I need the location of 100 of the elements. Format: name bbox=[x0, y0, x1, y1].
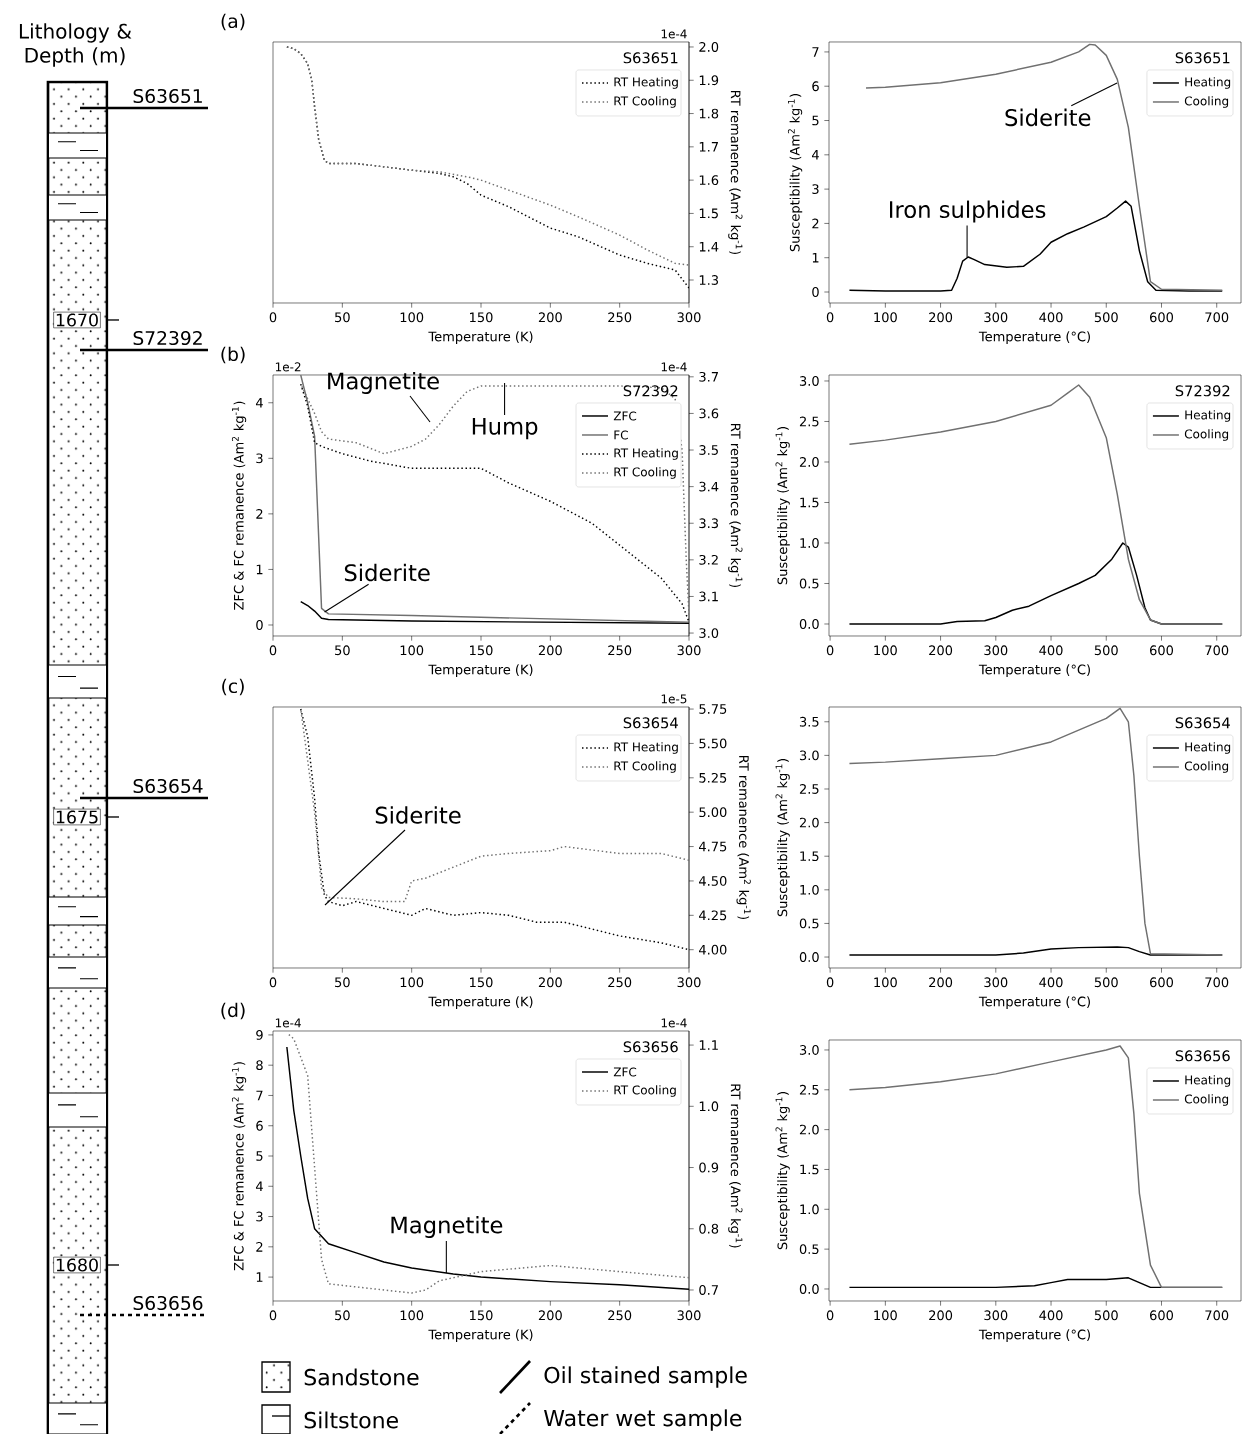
y-axis-title: Susceptibility (Am$^{2}$ kg$^{-1}$) bbox=[775, 1092, 790, 1250]
x-tick-label: 300 bbox=[677, 1310, 701, 1321]
x-axis-title: Temperature (K) bbox=[428, 996, 533, 1009]
y-axis-title: Susceptibility (Am$^{2}$ kg$^{-1}$) bbox=[775, 759, 790, 917]
y-tick-label: 7 bbox=[256, 1090, 263, 1101]
x-tick-label: 200 bbox=[538, 977, 562, 988]
y-tick-label: 2.0 bbox=[799, 1124, 819, 1135]
x-tick-label: 500 bbox=[1094, 977, 1118, 988]
y2-tick-label: 3.2 bbox=[699, 554, 718, 565]
y2-axis-title: RT remanence (Am$^{2}$ kg$^{-1}$) bbox=[728, 91, 743, 255]
y-tick-label: 5 bbox=[812, 115, 819, 126]
x-tick-label: 200 bbox=[538, 312, 562, 323]
y-tick-label: 1.0 bbox=[800, 538, 819, 548]
y2-tick-label: 2.0 bbox=[699, 42, 719, 52]
y2-tick-label: 4.25 bbox=[699, 910, 727, 921]
y2-tick-label: 4.75 bbox=[699, 841, 727, 852]
text: Siltstone bbox=[304, 1411, 398, 1429]
y-tick-label: 0.0 bbox=[799, 619, 819, 629]
legend-label: Heating bbox=[1185, 77, 1231, 89]
legend-label: Cooling bbox=[1184, 761, 1229, 773]
x-axis-title: Temperature (°C) bbox=[978, 331, 1090, 344]
y-tick-label: 4 bbox=[255, 398, 263, 408]
y2-tick-label: 5.75 bbox=[699, 704, 727, 714]
x-tick-label: 400 bbox=[1039, 645, 1063, 656]
x-tick-label: 100 bbox=[400, 312, 424, 323]
x-axis-title: Temperature (K) bbox=[428, 664, 533, 677]
x-tick-label: 100 bbox=[400, 1310, 424, 1321]
annotation: Magnetite bbox=[391, 1216, 503, 1238]
y2-axis-title: RT remanence (Am$^{2}$ kg$^{-1}$) bbox=[736, 756, 751, 920]
x-tick-label: 600 bbox=[1149, 645, 1174, 656]
y-tick-label: 0.0 bbox=[799, 952, 819, 962]
x-tick-label: 200 bbox=[929, 645, 953, 656]
legend-label: RT Cooling bbox=[614, 761, 676, 773]
x-tick-label: 300 bbox=[984, 1310, 1008, 1321]
x-axis-title: Temperature (°C) bbox=[978, 996, 1090, 1009]
y-tick-label: 5 bbox=[256, 1151, 263, 1161]
x-axis-title: Temperature (K) bbox=[428, 1329, 533, 1342]
y-tick-label: 0 bbox=[812, 287, 819, 297]
y2-tick-label: 3.4 bbox=[699, 481, 719, 492]
x-axis-title: Temperature (K) bbox=[428, 331, 533, 344]
x-tick-label: 0 bbox=[269, 312, 277, 323]
legend-label: RT Heating bbox=[614, 77, 678, 89]
y-tick-label: 3.0 bbox=[799, 750, 819, 761]
x-tick-label: 50 bbox=[335, 977, 350, 988]
y-tick-label: 2.5 bbox=[799, 784, 819, 794]
y-tick-label: 4 bbox=[811, 150, 819, 160]
x-tick-label: 300 bbox=[677, 312, 701, 323]
y2-tick-label: 3.6 bbox=[699, 408, 719, 419]
x-tick-label: 600 bbox=[1149, 1310, 1174, 1321]
text: S63656 bbox=[1175, 1050, 1230, 1062]
y2-tick-label: 5.50 bbox=[699, 738, 727, 749]
text: 1e-2 bbox=[275, 362, 301, 372]
x-tick-label: 300 bbox=[677, 977, 701, 988]
legend-label: RT Heating bbox=[614, 742, 678, 754]
y-tick-label: 2.5 bbox=[799, 416, 819, 427]
legend-label: Heating bbox=[1185, 1075, 1231, 1087]
x-tick-label: 100 bbox=[874, 1310, 897, 1321]
x-tick-label: 700 bbox=[1205, 645, 1229, 656]
y2-tick-label: 1.7 bbox=[699, 142, 718, 152]
x-tick-label: 300 bbox=[677, 645, 701, 656]
y2-tick-label: 3.1 bbox=[699, 591, 718, 602]
legend-label: Cooling bbox=[1184, 1094, 1229, 1106]
text: Oil stained sample bbox=[544, 1366, 747, 1388]
text: S72392 bbox=[623, 385, 678, 397]
x-tick-label: 200 bbox=[538, 645, 562, 656]
x-tick-label: 50 bbox=[335, 645, 350, 656]
y-tick-label: 0.5 bbox=[799, 918, 819, 929]
text: 1e-5 bbox=[661, 694, 687, 704]
legend-label: RT Heating bbox=[614, 448, 678, 460]
text: S63651 bbox=[133, 88, 202, 104]
y-tick-label: 1.5 bbox=[800, 1164, 819, 1175]
legend-label: Cooling bbox=[1184, 429, 1229, 441]
y-tick-label: 0.5 bbox=[799, 578, 819, 589]
text: Lithology & Depth (m) bbox=[19, 23, 132, 67]
y-tick-label: 1.5 bbox=[800, 497, 819, 508]
text: S72392 bbox=[1175, 385, 1230, 397]
y2-tick-label: 0.8 bbox=[699, 1223, 719, 1234]
x-tick-label: 600 bbox=[1149, 977, 1174, 988]
y-tick-label: 2 bbox=[256, 509, 263, 519]
x-tick-label: 150 bbox=[470, 312, 493, 323]
y-axis-title: ZFC & FC remanence (Am$^{2}$ kg$^{-1}$) bbox=[231, 401, 247, 610]
text: (c) bbox=[222, 678, 244, 696]
y-tick-label: 1.0 bbox=[800, 884, 819, 895]
text: S63651 bbox=[623, 52, 678, 64]
x-tick-label: 0 bbox=[826, 977, 834, 988]
y-tick-label: 2.0 bbox=[799, 457, 819, 467]
y-tick-label: 1.5 bbox=[800, 851, 819, 862]
x-tick-label: 0 bbox=[826, 645, 834, 656]
x-tick-label: 250 bbox=[608, 977, 632, 988]
x-tick-label: 100 bbox=[874, 312, 897, 323]
y-tick-label: 1.0 bbox=[800, 1204, 819, 1215]
x-tick-label: 400 bbox=[1039, 1310, 1063, 1321]
x-tick-label: 50 bbox=[335, 312, 350, 323]
x-tick-label: 0 bbox=[269, 645, 277, 656]
y-axis-title: Susceptibility (Am$^{2}$ kg$^{-1}$) bbox=[775, 427, 790, 585]
text: Sandstone bbox=[304, 1368, 419, 1386]
text: S63656 bbox=[133, 1295, 203, 1311]
x-tick-label: 100 bbox=[400, 645, 424, 656]
y2-tick-label: 3.5 bbox=[699, 445, 718, 455]
x-tick-label: 150 bbox=[470, 1310, 493, 1321]
